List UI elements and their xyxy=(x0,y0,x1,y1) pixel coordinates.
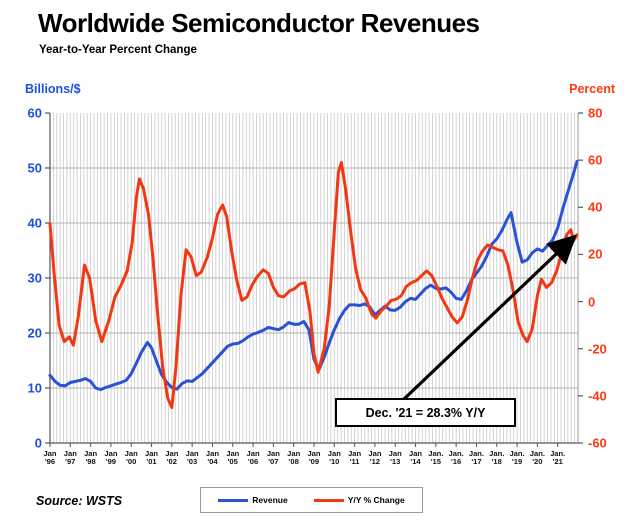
x-tick-label: Jan '05 xyxy=(226,449,240,467)
x-tick-label: Jan '14 xyxy=(408,449,423,467)
legend: Revenue Y/Y % Change xyxy=(200,487,423,513)
x-tick-label: Jan '04 xyxy=(205,449,219,467)
right-tick-label: 0 xyxy=(588,294,596,310)
x-tick-label: Jan. '18 xyxy=(489,449,505,467)
right-tick-label: -20 xyxy=(588,341,607,357)
yoy-line-swatch xyxy=(313,498,344,502)
x-tick-label: Jan '03 xyxy=(185,449,199,467)
legend-item-yoy: Y/Y % Change xyxy=(313,495,405,505)
x-tick-label: Jan '01 xyxy=(144,449,159,467)
x-tick-label: Jan '02 xyxy=(165,449,179,467)
chart-subtitle: Year-to-Year Percent Change xyxy=(39,44,197,56)
gridlines xyxy=(50,113,579,443)
x-tick-label: Jan '06 xyxy=(246,449,260,467)
revenue-line-swatch xyxy=(218,498,249,502)
x-tick-label: Jan '12 xyxy=(368,449,382,467)
left-tick-label: 0 xyxy=(34,435,42,451)
x-tick-label: Jan. '21 xyxy=(550,449,566,467)
right-axis-title: Percent xyxy=(569,82,615,96)
left-tick-label: 50 xyxy=(27,160,42,176)
x-tick-label: Jan. '16 xyxy=(448,449,464,467)
series-lines xyxy=(48,159,579,410)
left-axis-title: Billions/$ xyxy=(25,82,81,96)
axes-frame xyxy=(45,112,583,447)
x-tick-label: Jan '98 xyxy=(84,449,98,467)
source-note: Source: WSTS xyxy=(36,494,123,508)
right-tick-label: -60 xyxy=(588,435,607,451)
right-tick-label: 60 xyxy=(588,152,603,168)
left-tick-label: 60 xyxy=(27,105,42,121)
right-tick-label: 80 xyxy=(588,105,603,121)
x-tick-label: Jan '11 xyxy=(348,449,362,467)
annotation-callout: Dec. '21 = 28.3% Y/Y xyxy=(335,398,516,427)
legend-item-revenue: Revenue xyxy=(218,495,288,505)
x-tick-label: Jan '07 xyxy=(266,449,280,467)
x-tick-label: Jan '99 xyxy=(104,449,118,467)
legend-label-yoy: Y/Y % Change xyxy=(347,495,405,505)
x-tick-label: Jan '08 xyxy=(287,449,301,467)
legend-label-revenue: Revenue xyxy=(252,495,288,505)
left-tick-label: 10 xyxy=(27,380,42,396)
x-tick-label: Jan '96 xyxy=(43,449,57,467)
x-tick-label: Jan. '20 xyxy=(529,449,545,467)
x-tick-label: Jan '97 xyxy=(63,449,77,467)
x-tick-label: Jan. '15 xyxy=(428,449,444,467)
annotation-text: Dec. '21 = 28.3% Y/Y xyxy=(365,405,486,420)
line-y-y-change xyxy=(48,161,579,410)
left-tick-label: 30 xyxy=(27,270,42,286)
right-tick-label: 20 xyxy=(588,246,603,262)
annotation-arrow xyxy=(401,234,577,402)
left-tick-label: 40 xyxy=(27,215,42,231)
x-tick-label: Jan '00 xyxy=(124,449,138,467)
x-tick-label: Jan. '19 xyxy=(509,449,525,467)
right-tick-label: 40 xyxy=(588,199,603,215)
x-tick-label: Jan '10 xyxy=(327,449,341,467)
right-tick-label: -40 xyxy=(588,388,607,404)
x-tick-label: Jan '13 xyxy=(388,449,402,467)
x-tick-label: Jan. '17 xyxy=(468,449,485,467)
chart-title: Worldwide Semiconductor Revenues xyxy=(38,8,480,38)
x-tick-label: Jan '09 xyxy=(307,449,321,467)
left-tick-label: 20 xyxy=(27,325,42,341)
